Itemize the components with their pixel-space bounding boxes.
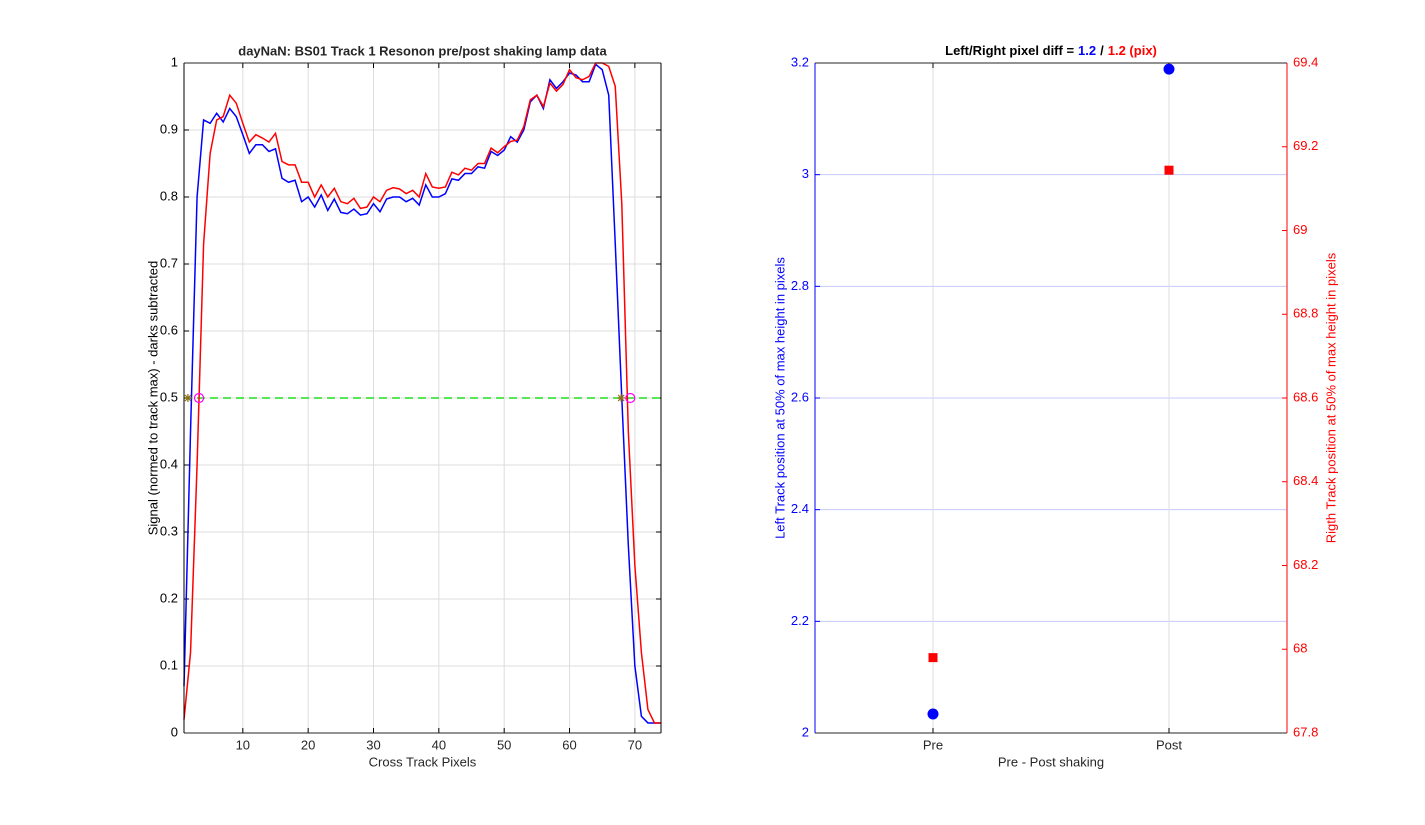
y-axis-label: Left Track position at 50% of max height… bbox=[772, 257, 787, 539]
y2-tick-label: 67.8 bbox=[1293, 724, 1318, 739]
x-tick-label: Pre bbox=[923, 737, 943, 752]
title-part: Left/Right pixel diff = bbox=[945, 43, 1074, 58]
data-point bbox=[927, 708, 939, 720]
y-tick-label: 0.8 bbox=[160, 188, 178, 203]
x-tick-label: 40 bbox=[432, 737, 446, 752]
y-tick-label: 0 bbox=[171, 724, 178, 739]
y-tick-label: 1 bbox=[171, 54, 178, 69]
y2-tick-label: 68 bbox=[1293, 641, 1307, 656]
data-line bbox=[183, 63, 661, 724]
marker-stroke bbox=[617, 394, 625, 402]
y-tick-label: 0.9 bbox=[160, 121, 178, 136]
y2-axis-label: Rigth Track position at 50% of max heigh… bbox=[1323, 252, 1338, 543]
y2-tick-label: 68.6 bbox=[1293, 389, 1318, 404]
y2-tick-label: 68.2 bbox=[1293, 557, 1318, 572]
y-axis-label: Signal (normed to track max) - darks sub… bbox=[145, 261, 160, 536]
y-tick-label: 0.7 bbox=[160, 255, 178, 270]
title-part: 1.2 (pix) bbox=[1108, 43, 1157, 58]
y2-tick-label: 69.2 bbox=[1293, 138, 1318, 153]
crossing-marker bbox=[625, 392, 636, 404]
y-tick-label: 3.2 bbox=[791, 54, 809, 69]
data-point bbox=[1164, 165, 1174, 175]
y-tick-label: 2.2 bbox=[791, 613, 809, 628]
crossing-marker bbox=[193, 392, 205, 404]
y2-tick-label: 69 bbox=[1293, 222, 1307, 237]
x-tick-label: 20 bbox=[301, 737, 315, 752]
crossing-marker bbox=[183, 394, 192, 402]
y-tick-label: 0.2 bbox=[160, 590, 178, 605]
y2-tick-label: 69.4 bbox=[1293, 54, 1318, 69]
y-tick-label: 0.4 bbox=[160, 456, 178, 471]
title-part: 1.2 bbox=[1078, 43, 1096, 58]
marker-stroke bbox=[184, 394, 192, 402]
y-tick-label: 2.6 bbox=[791, 389, 809, 404]
x-tick-label: 30 bbox=[366, 737, 380, 752]
x-tick-label: Post bbox=[1156, 737, 1182, 752]
data-point bbox=[928, 653, 938, 663]
y-tick-label: 0.6 bbox=[160, 322, 178, 337]
chart-title: Left/Right pixel diff = 1.2 / 1.2 (pix) bbox=[945, 43, 1157, 58]
title-part: / bbox=[1100, 43, 1104, 58]
crossing-marker bbox=[617, 394, 626, 402]
data-point bbox=[1163, 63, 1175, 75]
y-tick-label: 0.5 bbox=[160, 389, 178, 404]
x-tick-label: 10 bbox=[236, 737, 250, 752]
x-axis-label: Pre - Post shaking bbox=[998, 754, 1104, 769]
y-tick-label: 2 bbox=[802, 724, 809, 739]
y-tick-label: 2.8 bbox=[791, 278, 809, 293]
y-tick-label: 2.4 bbox=[791, 501, 809, 516]
y-tick-label: 3 bbox=[802, 166, 809, 181]
x-tick-label: 50 bbox=[497, 737, 511, 752]
y2-tick-label: 68.8 bbox=[1293, 306, 1318, 321]
y2-tick-label: 68.4 bbox=[1293, 473, 1318, 488]
x-axis-label: Cross Track Pixels bbox=[369, 754, 477, 769]
x-tick-label: 70 bbox=[628, 737, 642, 752]
chart-title: dayNaN: BS01 Track 1 Resonon pre/post sh… bbox=[238, 43, 607, 58]
data-line bbox=[183, 62, 661, 724]
y-tick-label: 0.3 bbox=[160, 523, 178, 538]
y-tick-label: 0.1 bbox=[160, 657, 178, 672]
x-tick-label: 60 bbox=[562, 737, 576, 752]
